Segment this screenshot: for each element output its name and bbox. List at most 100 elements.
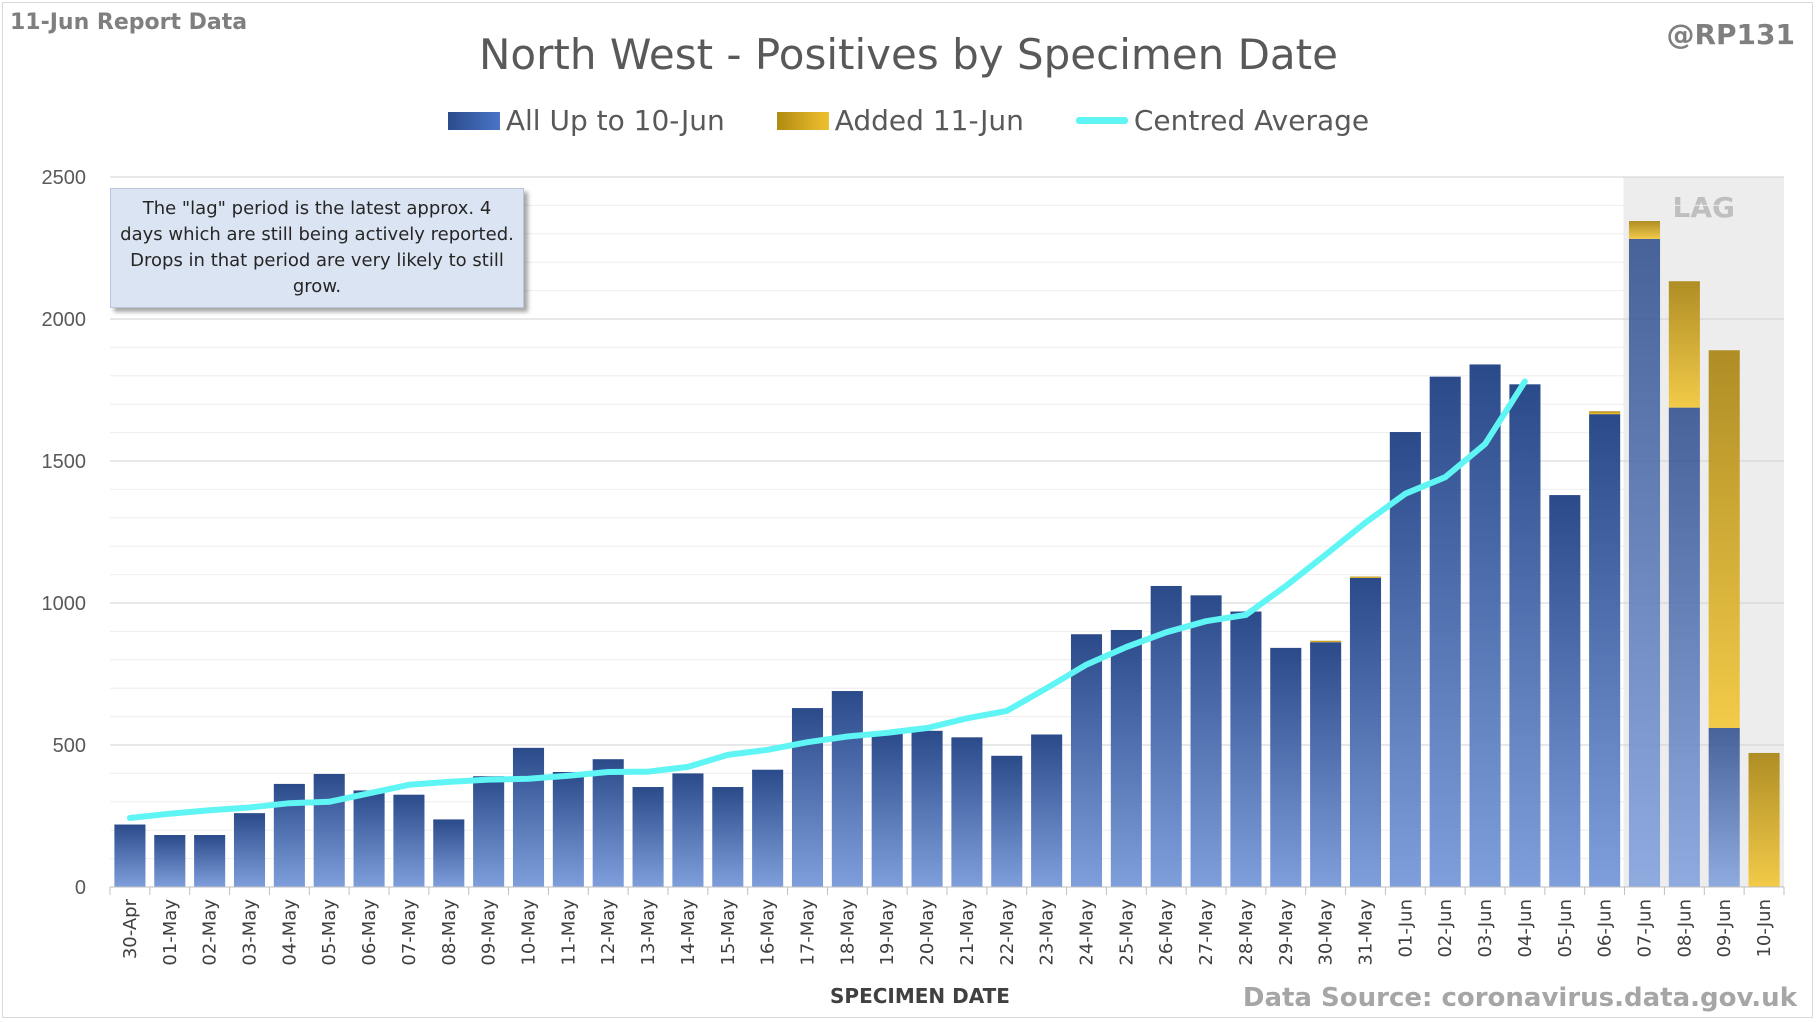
bar-all-up-to	[712, 787, 744, 887]
bar-all-up-to	[154, 835, 186, 887]
x-tick-label: 21-May	[957, 899, 978, 966]
x-tick-label: 14-May	[678, 899, 699, 966]
bar-all-up-to	[672, 773, 704, 887]
bar-all-up-to	[393, 794, 425, 887]
x-tick-label: 07-May	[399, 899, 420, 966]
x-tick-label: 08-Jun	[1674, 899, 1695, 958]
centred-average-line	[126, 378, 1528, 821]
data-source-label: Data Source: coronavirus.data.gov.uk	[1242, 983, 1797, 1013]
bar-all-up-to	[1270, 647, 1302, 887]
x-tick-label: 31-May	[1356, 899, 1377, 966]
bar-added	[1748, 752, 1780, 887]
bar-all-up-to	[871, 732, 903, 887]
bar-all-up-to	[1190, 595, 1222, 887]
bar-all-up-to	[1668, 407, 1700, 887]
x-tick-label: 09-Jun	[1714, 899, 1735, 958]
x-tick-label: 30-May	[1316, 899, 1337, 966]
bar-all-up-to	[1031, 734, 1063, 887]
bar-all-up-to	[1429, 376, 1461, 887]
legend-item-added: Added 11-Jun	[776, 104, 1024, 137]
x-tick-label: 05-Jun	[1555, 899, 1576, 958]
x-tick-label: 06-Jun	[1595, 899, 1616, 958]
x-tick-label: 08-May	[439, 899, 460, 966]
bar-all-up-to	[1509, 384, 1541, 887]
x-tick-label: 24-May	[1077, 899, 1098, 966]
x-tick-label: 15-May	[718, 899, 739, 966]
x-tick-label: 28-May	[1236, 899, 1257, 966]
bar-all-up-to	[991, 755, 1023, 887]
y-tick-label: 2000	[42, 309, 87, 331]
bar-all-up-to	[1628, 238, 1661, 888]
y-tick-label: 0	[75, 877, 86, 899]
x-tick-label: 07-Jun	[1635, 899, 1656, 958]
x-tick-label: 16-May	[758, 899, 779, 966]
bar-all-up-to	[512, 747, 545, 887]
legend-label-added: Added 11-Jun	[834, 104, 1024, 137]
y-tick-label: 1000	[42, 593, 87, 615]
author-handle: @RP131	[1666, 18, 1795, 51]
x-tick-label: 09-May	[479, 899, 500, 966]
bar-all-up-to	[1389, 432, 1421, 887]
legend-label-average: Centred Average	[1133, 104, 1370, 137]
bar-all-up-to	[114, 824, 146, 887]
bar-all-up-to	[1110, 629, 1142, 887]
bar-added	[1310, 640, 1342, 643]
bar-all-up-to	[1708, 727, 1740, 887]
legend-item-average: Centred Average	[1075, 104, 1370, 137]
x-tick-label: 06-May	[359, 899, 380, 966]
x-tick-label: 18-May	[837, 899, 858, 966]
legend-swatch-gold	[776, 111, 829, 130]
x-tick-label: 01-Jun	[1395, 899, 1416, 958]
bar-added	[1349, 576, 1382, 579]
bar-all-up-to	[911, 730, 943, 887]
legend-swatch-blue	[447, 111, 500, 130]
x-axis-title: SPECIMEN DATE	[830, 984, 1010, 1008]
x-tick-label: 26-May	[1156, 899, 1177, 966]
y-tick-label: 2500	[42, 167, 87, 189]
bar-all-up-to	[313, 773, 345, 887]
bar-added	[1589, 411, 1621, 415]
bar-all-up-to	[1549, 495, 1581, 887]
legend-label-all-up-to: All Up to 10-Jun	[505, 104, 725, 137]
report-date-label: 11-Jun Report Data	[10, 10, 248, 35]
x-tick-label: 20-May	[917, 899, 938, 966]
bar-all-up-to	[1589, 414, 1621, 887]
y-tick-label: 500	[53, 735, 86, 757]
x-tick-label: 10-Jun	[1754, 899, 1775, 958]
x-tick-label: 19-May	[877, 899, 898, 966]
x-tick-label: 03-May	[240, 899, 261, 966]
bar-all-up-to	[353, 790, 385, 887]
bar-all-up-to	[1310, 642, 1342, 887]
x-tick-label: 22-May	[997, 899, 1018, 966]
bar-all-up-to	[433, 819, 465, 887]
bar-all-up-to	[592, 759, 624, 887]
x-tick-label: 10-May	[519, 899, 540, 966]
x-tick-label: 29-May	[1276, 899, 1297, 966]
bar-all-up-to	[831, 691, 863, 887]
bar-all-up-to	[752, 769, 784, 887]
bar-added	[1708, 350, 1740, 728]
x-tick-label: 04-Jun	[1515, 899, 1536, 958]
x-tick-label: 05-May	[319, 899, 340, 966]
bar-all-up-to	[951, 737, 983, 887]
bar-all-up-to	[1349, 578, 1382, 887]
lag-explanation-note: The "lag" period is the latest approx. 4…	[110, 188, 524, 308]
x-tick-label: 17-May	[798, 899, 819, 966]
bar-added	[1668, 281, 1700, 408]
bar-all-up-to	[473, 776, 505, 887]
x-tick-label: 04-May	[279, 899, 300, 966]
x-tick-label: 11-May	[558, 899, 579, 966]
x-tick-label: 01-May	[160, 899, 181, 966]
lag-label: LAG	[1673, 191, 1736, 224]
y-tick-label: 1500	[42, 451, 87, 473]
bar-all-up-to	[233, 813, 266, 887]
bar-all-up-to	[791, 708, 824, 887]
bar-all-up-to	[194, 835, 226, 887]
legend-item-all-up-to: All Up to 10-Jun	[447, 104, 725, 137]
legend-swatch-line	[1075, 117, 1128, 124]
chart-legend: All Up to 10-Jun Added 11-Jun Centred Av…	[0, 104, 1817, 137]
x-tick-label: 02-May	[200, 899, 221, 966]
bar-all-up-to	[632, 787, 664, 887]
